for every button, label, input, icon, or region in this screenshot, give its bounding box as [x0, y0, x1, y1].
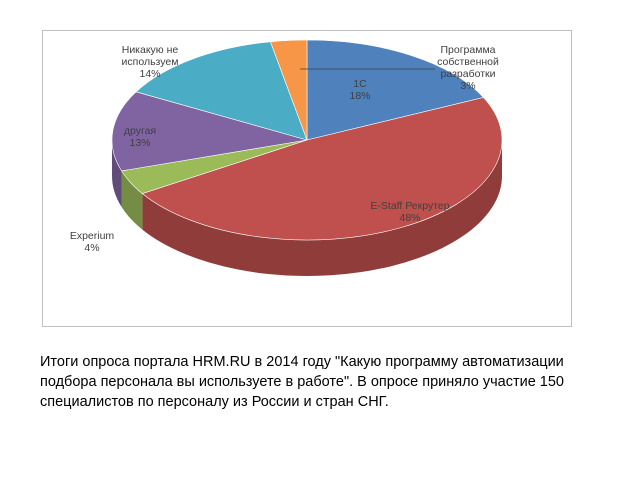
data-label: другая 13% — [85, 125, 195, 149]
category-label: другая — [123, 125, 157, 137]
value-label: 14% — [139, 68, 161, 80]
data-label: 1С 18% — [305, 78, 415, 102]
slice-side — [112, 140, 122, 207]
category-label: Программа собственной разработки — [437, 44, 499, 80]
data-label: E-Staff Рекрутер 48% — [355, 200, 465, 224]
caption: Итоги опроса портала HRM.RU в 2014 году … — [40, 354, 564, 410]
value-label: 4% — [84, 242, 100, 254]
chart-frame — [42, 30, 572, 327]
value-label: 18% — [349, 90, 371, 102]
slice — [270, 39, 308, 141]
value-label: 3% — [460, 80, 476, 92]
category-label: Experium — [69, 230, 115, 242]
slice — [141, 97, 503, 241]
slice-side — [121, 170, 143, 230]
slice — [306, 39, 485, 141]
slice-side — [142, 140, 502, 276]
slice — [135, 41, 308, 141]
value-label: 48% — [399, 212, 421, 224]
category-label: Никакую не используем — [121, 44, 179, 68]
category-label: 1С — [353, 78, 367, 90]
slice — [111, 91, 308, 172]
value-label: 13% — [129, 137, 151, 149]
data-label: Программа собственной разработки 3% — [413, 44, 523, 92]
data-label: Никакую не используем 14% — [95, 44, 205, 80]
chart — [111, 39, 503, 276]
category-label: E-Staff Рекрутер — [370, 200, 450, 212]
data-label: Experium 4% — [37, 230, 147, 254]
